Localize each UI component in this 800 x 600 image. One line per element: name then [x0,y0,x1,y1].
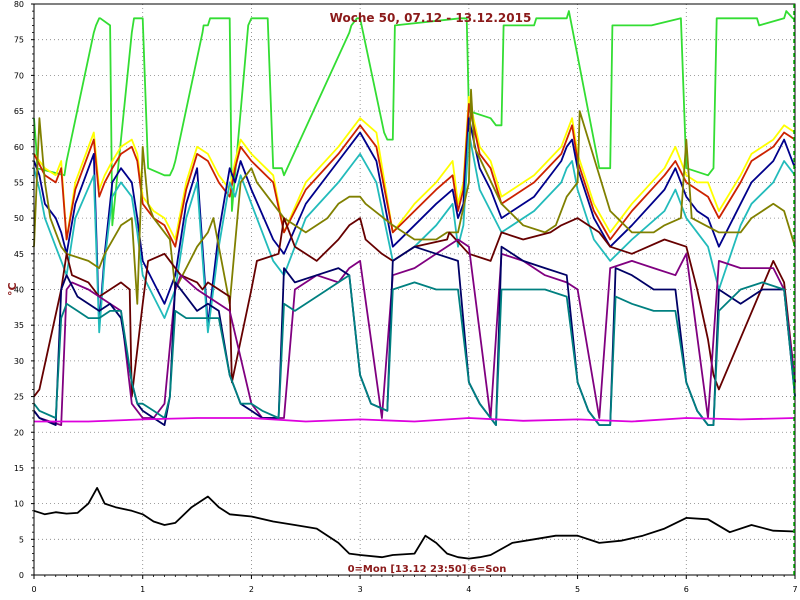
chart-title: Woche 50, 07.12 - 13.12.2015 [330,11,532,25]
y-tick-label: 5 [19,535,24,544]
x-tick-label: 1 [140,585,145,594]
x-tick-label: 7 [792,585,797,594]
y-tick-label: 75 [14,36,24,45]
series-line-5 [33,131,796,334]
y-tick-label: 60 [14,143,24,152]
x-tick-label: 4 [466,585,471,594]
series-line-10 [33,274,796,427]
y-tick-label: 45 [14,250,24,259]
y-tick-label: 10 [14,500,24,509]
x-tick-label: 2 [249,585,254,594]
series-lines [33,10,796,560]
series-line-11 [34,417,796,423]
y-tick-label: 40 [14,286,24,295]
series-line-12 [33,486,796,560]
series-line-6 [33,88,796,305]
y-tick-label: 35 [14,321,24,330]
y-tick-label: 0 [19,571,24,580]
y-tick-label: 80 [14,0,24,9]
plot-frame [33,3,796,576]
series-line-3 [33,103,796,248]
x-tick-label: 5 [575,585,580,594]
x-tick-label: 0 [31,585,36,594]
y-axis-label: °C [6,282,19,296]
y-tick-label: 65 [14,107,24,116]
y-tick-label: 70 [14,71,24,80]
series-line-2 [33,95,796,241]
series-line-1 [33,10,795,227]
y-tick-label: 55 [14,178,24,187]
x-tick-label: 6 [684,585,689,594]
y-tick-label: 50 [14,214,24,223]
series-line-7 [33,217,796,398]
x-tick-label: 3 [358,585,363,594]
y-tick-label: 15 [14,464,24,473]
x-axis-label: 0=Mon [13.12 23:50] 6=Son [348,564,507,575]
y-tick-label: 20 [14,428,24,437]
series-line-4 [33,117,796,327]
series-line-8 [33,238,796,427]
y-tick-label: 30 [14,357,24,366]
grid-lines [34,4,795,575]
y-tick-label: 25 [14,393,24,402]
